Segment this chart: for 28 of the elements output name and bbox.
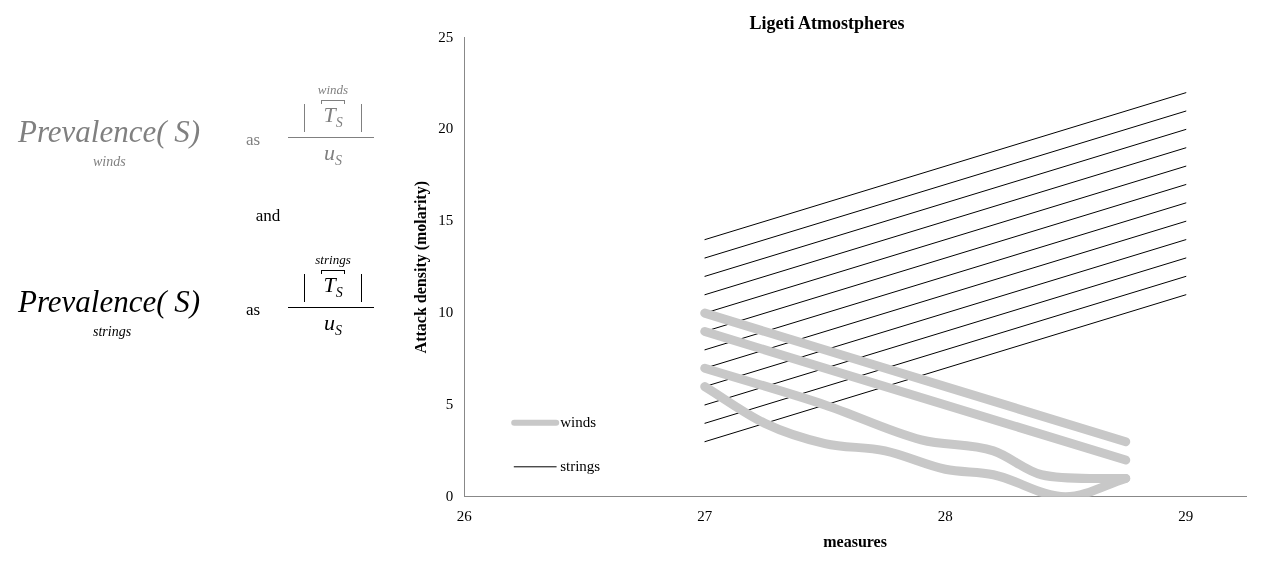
x-tick-label: 29 xyxy=(1178,507,1194,524)
legend-label: winds xyxy=(560,413,597,430)
y-tick-label: 15 xyxy=(438,212,454,229)
text: winds xyxy=(316,82,350,98)
text: as xyxy=(246,130,261,150)
y-tick-label: 20 xyxy=(438,120,454,137)
text: as xyxy=(246,300,261,320)
x-tick-label: 27 xyxy=(697,507,713,524)
y-tick-label: 25 xyxy=(438,28,454,45)
text: winds xyxy=(93,154,126,170)
text: Prevalence( S) xyxy=(18,114,201,150)
y-tick-label: 10 xyxy=(438,304,454,321)
y-tick-label: 0 xyxy=(445,487,454,504)
x-tick-label: 28 xyxy=(937,507,953,524)
text: and xyxy=(254,206,282,226)
x-tick-label: 26 xyxy=(456,507,473,524)
y-axis-title: Attack density (molarity) xyxy=(411,180,430,354)
text: strings xyxy=(314,252,352,268)
text: S xyxy=(335,153,342,169)
x-axis-title: measures xyxy=(823,532,887,550)
text: S xyxy=(335,115,343,131)
text: Prevalence( S) xyxy=(18,284,201,320)
text: S xyxy=(335,285,343,301)
y-tick-label: 5 xyxy=(445,395,454,412)
legend-label: strings xyxy=(560,457,601,474)
chart-title: Ligeti Atmostpheres xyxy=(749,13,905,34)
text: strings xyxy=(93,324,132,340)
text: S xyxy=(335,323,342,339)
